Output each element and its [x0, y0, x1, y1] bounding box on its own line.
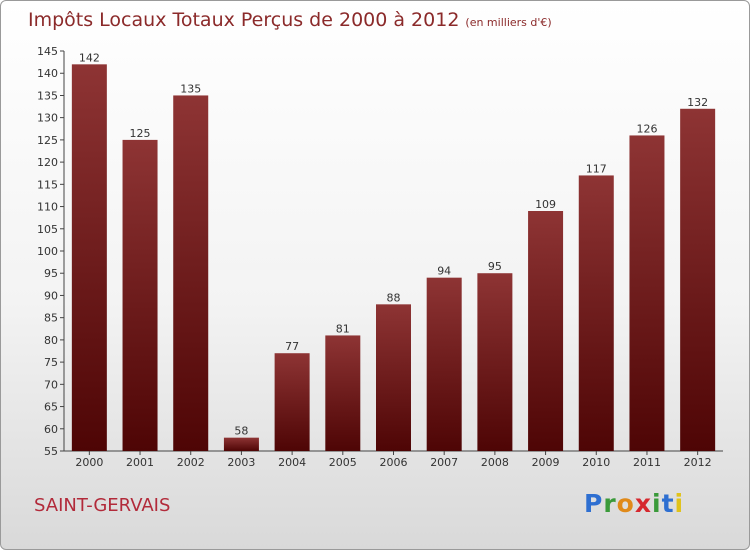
logo-letter: t	[661, 489, 675, 518]
x-tick-label: 2010	[582, 456, 610, 469]
y-tick-label: 55	[44, 445, 58, 458]
bar	[71, 64, 107, 452]
bar-value-label: 126	[636, 122, 657, 135]
bar	[122, 139, 158, 451]
bar-value-label: 81	[336, 322, 350, 335]
bar-value-label: 88	[387, 291, 401, 304]
logo-letter: r	[603, 489, 617, 518]
x-tick-label: 2003	[227, 456, 255, 469]
chart-unit-label: (en milliers d'€)	[465, 16, 552, 29]
bar	[426, 277, 462, 451]
bar	[629, 135, 665, 451]
y-tick-label: 115	[37, 178, 58, 191]
bar-value-label: 135	[180, 82, 201, 95]
x-tick-label: 2005	[329, 456, 357, 469]
y-tick-label: 65	[44, 401, 58, 414]
bar-value-label: 77	[285, 340, 299, 353]
x-tick-label: 2000	[75, 456, 103, 469]
bar-value-label: 94	[437, 265, 451, 278]
y-tick-label: 60	[44, 423, 58, 436]
bar-value-label: 125	[130, 127, 151, 140]
bar	[528, 211, 564, 451]
commune-name: SAINT-GERVAIS	[34, 495, 171, 516]
bar-value-label: 58	[234, 425, 248, 438]
bar-value-label: 117	[586, 162, 607, 175]
y-tick-label: 100	[37, 245, 58, 258]
y-tick-label: 120	[37, 156, 58, 169]
bar-value-label: 109	[535, 198, 556, 211]
chart-title: Impôts Locaux Totaux Perçus de 2000 à 20…	[28, 9, 552, 31]
logo-letter: i	[652, 489, 662, 518]
bar	[274, 353, 310, 451]
y-tick-label: 130	[37, 112, 58, 125]
logo-letter: x	[634, 489, 652, 518]
x-tick-label: 2004	[278, 456, 306, 469]
bar	[680, 108, 716, 452]
bar	[173, 95, 209, 451]
proxiti-logo: Proxiti	[584, 489, 684, 518]
y-tick-label: 145	[37, 45, 58, 58]
y-tick-label: 110	[37, 201, 58, 214]
bar	[578, 175, 614, 451]
y-tick-label: 70	[44, 378, 58, 391]
bar	[325, 335, 361, 451]
x-tick-label: 2001	[126, 456, 154, 469]
bar-value-label: 132	[687, 96, 708, 109]
y-tick-label: 125	[37, 134, 58, 147]
logo-letter: i	[674, 489, 685, 518]
y-tick-label: 80	[44, 334, 58, 347]
y-tick-label: 105	[37, 223, 58, 236]
bar	[223, 437, 259, 451]
x-tick-label: 2002	[177, 456, 205, 469]
chart-title-text: Impôts Locaux Totaux Perçus de 2000 à 20…	[28, 9, 460, 31]
logo-letter: P	[584, 489, 604, 518]
bar	[477, 273, 513, 451]
x-tick-label: 2008	[481, 456, 509, 469]
x-tick-label: 2006	[380, 456, 408, 469]
x-tick-label: 2012	[684, 456, 712, 469]
x-tick-label: 2011	[633, 456, 661, 469]
y-tick-label: 75	[44, 356, 58, 369]
bar-value-label: 142	[79, 51, 100, 64]
x-tick-label: 2009	[532, 456, 560, 469]
y-tick-label: 85	[44, 312, 58, 325]
y-tick-label: 90	[44, 289, 58, 302]
y-tick-label: 140	[37, 67, 58, 80]
y-tick-label: 95	[44, 267, 58, 280]
bar-value-label: 95	[488, 260, 502, 273]
logo-letter: o	[616, 489, 635, 518]
bar	[376, 304, 411, 451]
x-tick-label: 2007	[430, 456, 458, 469]
y-tick-label: 135	[37, 89, 58, 102]
